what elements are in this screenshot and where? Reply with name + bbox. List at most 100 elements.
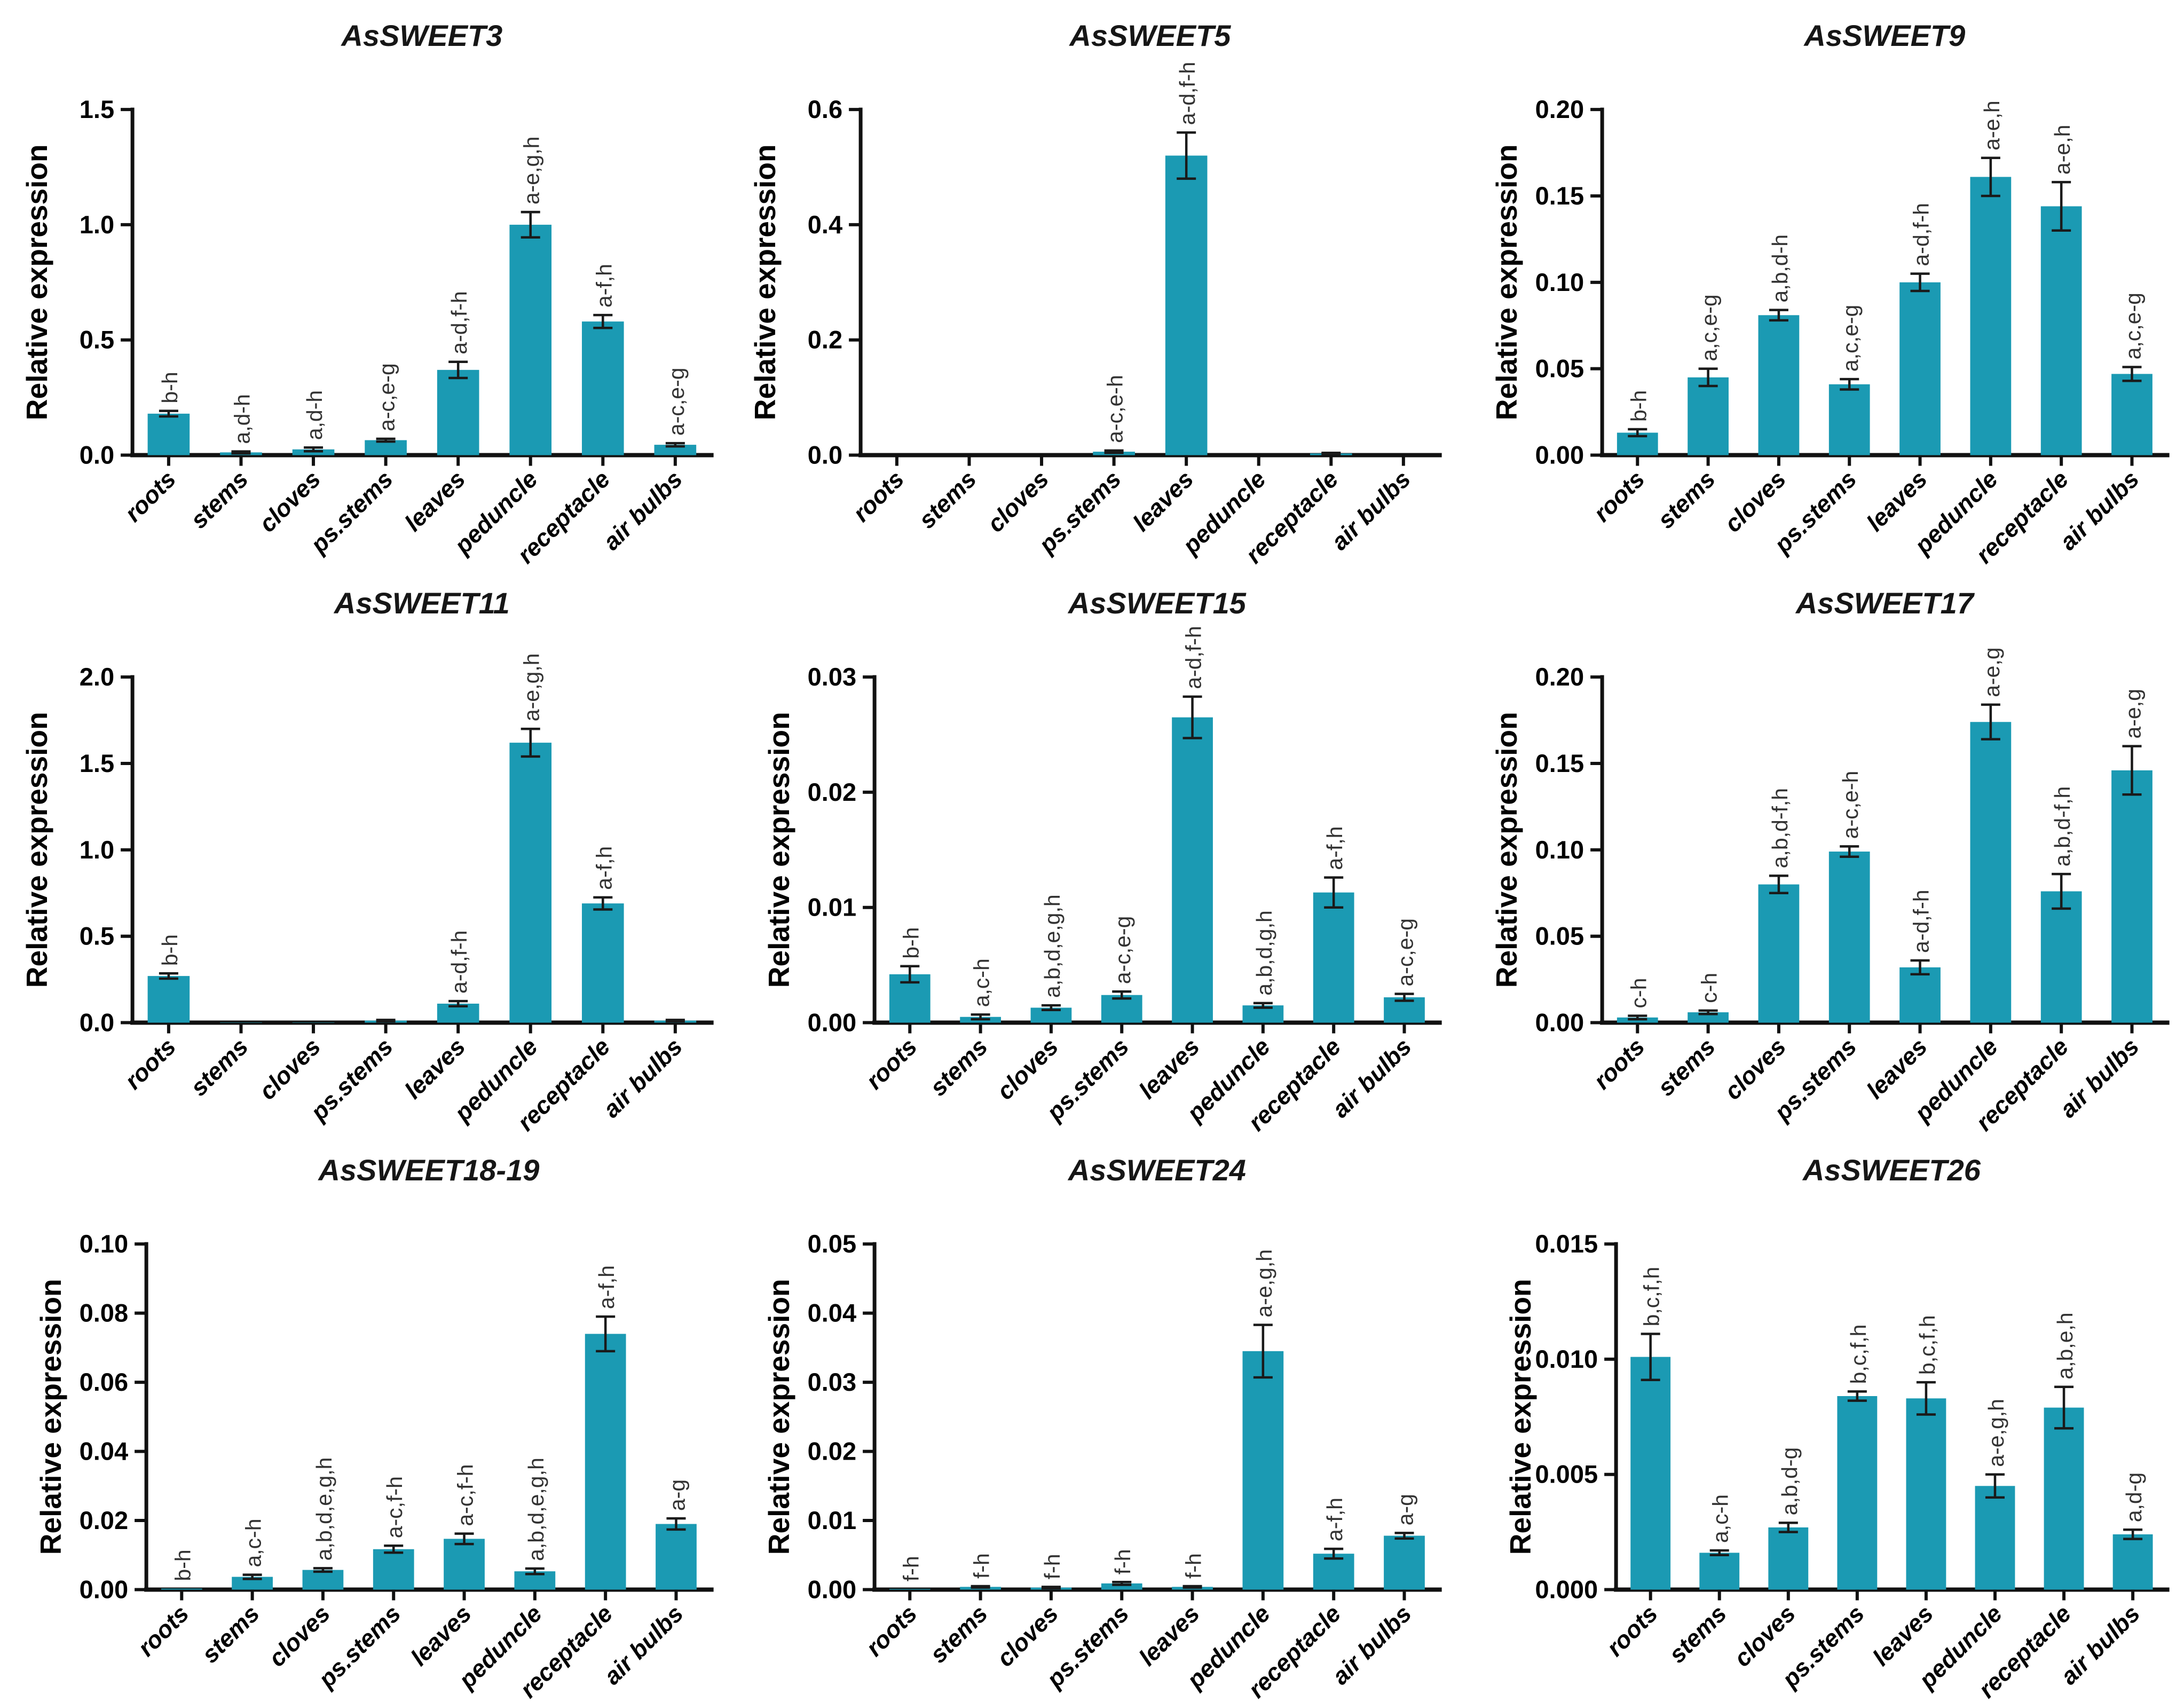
chart-assweet3: AsSWEET3 Relative expression 0.0 0.5 1.0 1.5 r… (0, 0, 728, 568)
y-tick-label: 0.0 (807, 441, 842, 469)
sig-label-air-bulbs: a,d-g (2122, 1472, 2146, 1523)
sig-label-air-bulbs: a-g (1393, 1494, 1417, 1525)
sig-label-cloves: f-h (1040, 1554, 1065, 1580)
sig-label-receptacle: a,b,d-f,h (2051, 786, 2075, 866)
bar-roots (147, 413, 190, 455)
bar-stems (220, 1022, 262, 1023)
bar-leaves (1165, 155, 1208, 455)
sig-label-roots: b-h (898, 927, 923, 958)
bar-leaves (1906, 1398, 1946, 1590)
sig-label-roots: f-h (898, 1556, 923, 1582)
bar-air-bulbs (656, 1524, 697, 1590)
chart-assweet18-19: AsSWEET18-19 Relative expression 0.00 0.02 0… (0, 1134, 728, 1702)
bar-roots (889, 1589, 931, 1590)
bar-receptacle (1313, 892, 1354, 1023)
x-tick-label-leaves: leaves (1862, 1033, 1933, 1104)
x-tick-label-cloves: cloves (263, 1600, 335, 1672)
sig-label-roots: b-h (170, 1550, 195, 1581)
y-tick-label: 0.05 (1535, 354, 1584, 383)
sig-label-peduncle: a-e,g,h (519, 136, 544, 204)
x-tick-label-cloves: cloves (991, 1033, 1063, 1105)
y-tick-label: 0.15 (1535, 182, 1584, 210)
x-tick-label-air-bulbs: air bulbs (1326, 466, 1416, 556)
bar-peduncle (509, 742, 552, 1023)
bar-peduncle (1242, 1351, 1283, 1590)
bar-leaves (437, 369, 479, 455)
sig-label-receptacle: a-f,h (594, 1265, 619, 1309)
y-tick-label: 1.0 (80, 210, 114, 239)
sig-label-receptacle: a-f,h (592, 846, 616, 889)
y-axis-label: Relative expression (34, 1279, 67, 1555)
sig-label-leaves: a-d,f-h (1175, 62, 1200, 125)
y-tick-label: 0.4 (807, 210, 842, 239)
sig-label-leaves: a-d,f-h (1909, 203, 1934, 266)
chart-svg: AsSWEET9 Relative expression 0.00 0.05 0.10 0… (1490, 19, 2170, 568)
sig-label-ps-stems: a-c,e-g (1110, 916, 1135, 984)
sig-label-leaves: f-h (1181, 1553, 1205, 1579)
bar-ps-stems (1101, 1583, 1142, 1590)
sig-label-ps-stems: a-c,e-h (1839, 770, 1863, 839)
bar-cloves (1768, 1527, 1809, 1590)
y-tick-label: 0.00 (1535, 441, 1584, 469)
x-tick-label-stems: stems (196, 1600, 265, 1668)
bar-air-bulbs (2111, 770, 2153, 1023)
sig-label-stems: c-h (1697, 973, 1722, 1003)
sig-label-peduncle: a-e,g,h (1252, 1249, 1276, 1318)
bar-stems (1699, 1553, 1740, 1590)
sig-label-ps-stems: f-h (1110, 1549, 1135, 1575)
bar-leaves (1899, 282, 1941, 455)
sig-label-stems: a,c-h (1708, 1494, 1733, 1543)
sig-label-air-bulbs: a-c,e-g (1393, 918, 1417, 987)
sig-label-ps-stems: a-c,e-h (1102, 375, 1127, 443)
sig-label-air-bulbs: a,c,e-g (2121, 293, 2146, 359)
sig-label-receptacle: a-f,h (1322, 826, 1347, 870)
sig-label-leaves: a-c,f-h (453, 1464, 478, 1526)
chart-title: AsSWEET17 (1795, 586, 1975, 620)
chart-title: AsSWEET9 (1803, 19, 1966, 52)
y-axis-label: Relative expression (748, 144, 782, 420)
x-tick-label-roots: roots (847, 466, 909, 527)
x-tick-label-cloves: cloves (254, 1033, 326, 1105)
bar-air-bulbs (2113, 1534, 2153, 1590)
bar-receptacle (581, 321, 624, 455)
chart-title: AsSWEET15 (1067, 586, 1247, 620)
bar-air-bulbs (2111, 374, 2153, 455)
x-tick-label-cloves: cloves (1719, 466, 1791, 538)
x-tick-label-stems: stems (924, 1033, 992, 1101)
x-tick-label-roots: roots (1601, 1600, 1663, 1662)
sig-label-roots: b-h (157, 934, 182, 966)
sig-label-ps-stems: a,c,e-g (1839, 305, 1863, 372)
x-tick-label-roots: roots (1588, 466, 1650, 527)
sig-label-leaves: a-d,f-h (1909, 889, 1934, 953)
y-tick-label: 0.05 (1535, 921, 1584, 950)
chart-title: AsSWEET5 (1068, 19, 1231, 52)
y-tick-label: 0.5 (80, 326, 114, 354)
chart-title: AsSWEET11 (333, 586, 510, 620)
chart-title: AsSWEET3 (340, 19, 502, 52)
y-tick-label: 0.20 (1535, 95, 1584, 123)
y-tick-label: 0.04 (807, 1299, 856, 1327)
sig-label-cloves: a,b,d-g (1777, 1447, 1802, 1516)
chart-assweet11: AsSWEET11 Relative expression 0.0 0.5 1.0 1.5… (0, 568, 728, 1134)
y-tick-label: 0.08 (80, 1299, 129, 1327)
x-tick-label-roots: roots (132, 1600, 194, 1662)
bar-ps-stems (373, 1549, 414, 1590)
bar-receptacle (585, 1334, 626, 1590)
bar-air-bulbs (1383, 1535, 1425, 1590)
y-tick-label: 0.03 (807, 663, 856, 691)
y-tick-label: 0.02 (807, 778, 856, 806)
y-tick-label: 0.02 (80, 1506, 129, 1534)
x-tick-label-air-bulbs: air bulbs (597, 466, 688, 556)
sig-label-stems: a,d-h (230, 394, 254, 444)
y-tick-label: 0.00 (807, 1008, 856, 1036)
y-axis-label: Relative expression (762, 1279, 795, 1555)
chart-svg: AsSWEET11 Relative expression 0.0 0.5 1.0 1.5… (20, 586, 714, 1134)
bar-cloves (1758, 884, 1800, 1023)
bar-cloves (302, 1570, 344, 1590)
sig-label-air-bulbs: a-c,e-g (664, 367, 689, 436)
bar-roots (161, 1588, 202, 1590)
x-tick-label-leaves: leaves (1862, 466, 1933, 537)
bar-leaves (1171, 717, 1213, 1023)
bar-air-bulbs (654, 445, 697, 455)
